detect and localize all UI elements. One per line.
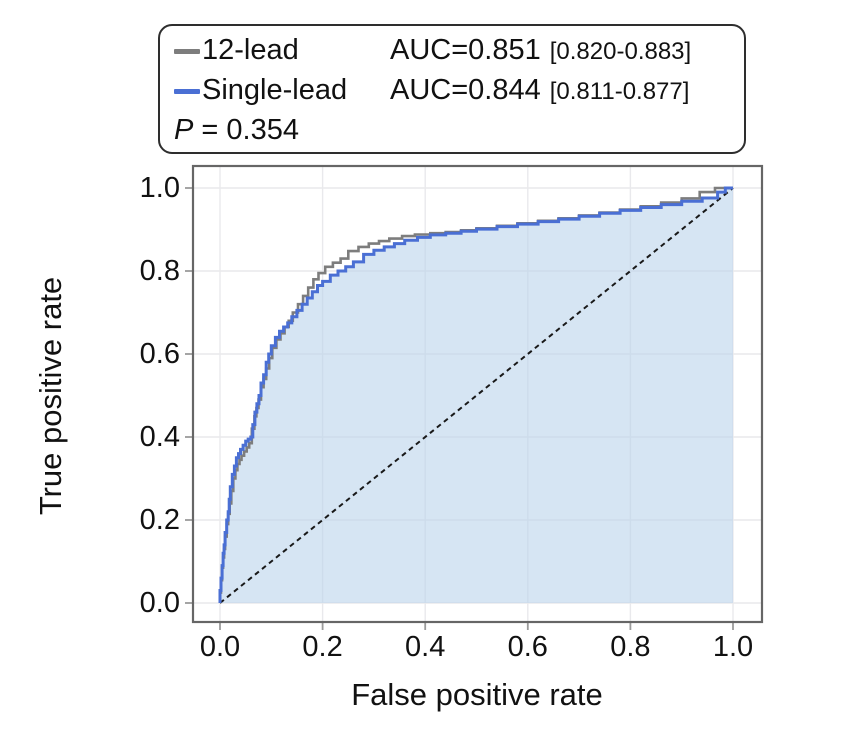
y-tick-label-0.4: 0.4 xyxy=(139,421,180,453)
x-tick-label-1.0: 1.0 xyxy=(712,631,754,663)
legend-label-12-lead: 12-lead xyxy=(202,34,299,66)
legend-box: 12-lead AUC=0.851 [0.820-0.883] Single-l… xyxy=(158,24,746,154)
y-tick-label-1.0: 1.0 xyxy=(139,172,180,204)
chance-diagonal-line xyxy=(219,187,734,604)
legend-label-single-lead: Single-lead xyxy=(202,74,348,106)
y-tick-label-0.8: 0.8 xyxy=(139,255,180,287)
y-axis-title: True positive rate xyxy=(33,276,68,516)
x-tick-label-0.6: 0.6 xyxy=(507,631,548,663)
y-tick-label-0.0: 0.0 xyxy=(139,587,180,619)
legend-auc-12-lead: AUC=0.851 xyxy=(390,34,541,66)
x-tick-label-0.0: 0.0 xyxy=(199,631,241,663)
x-axis-title: False positive rate xyxy=(351,677,603,712)
legend-line-swatch-12-lead-icon xyxy=(174,48,200,54)
x-tick-label-0.8: 0.8 xyxy=(610,631,651,663)
roc-curve-single-lead xyxy=(218,186,733,603)
p-value-symbol: P xyxy=(174,114,194,146)
legend-row-single-lead: Single-lead AUC=0.844 [0.811-0.877] xyxy=(174,71,734,111)
legend-auc-single-lead: AUC=0.844 xyxy=(390,74,541,106)
p-value-text: = 0.354 xyxy=(193,114,299,146)
y-tick-label-0.6: 0.6 xyxy=(139,338,180,370)
y-tick-label-0.2: 0.2 xyxy=(139,504,180,536)
p-value-row: P = 0.354 xyxy=(174,111,734,149)
legend-ci-single-lead: [0.811-0.877] xyxy=(549,78,690,105)
legend-row-12-lead: 12-lead AUC=0.851 [0.820-0.883] xyxy=(174,31,734,71)
panel-border xyxy=(191,164,764,624)
x-tick-label-0.4: 0.4 xyxy=(405,631,446,663)
legend-ci-12-lead: [0.820-0.883] xyxy=(549,38,692,65)
x-tick-label-0.2: 0.2 xyxy=(302,631,343,663)
legend-line-swatch-single-lead-icon xyxy=(174,88,200,94)
